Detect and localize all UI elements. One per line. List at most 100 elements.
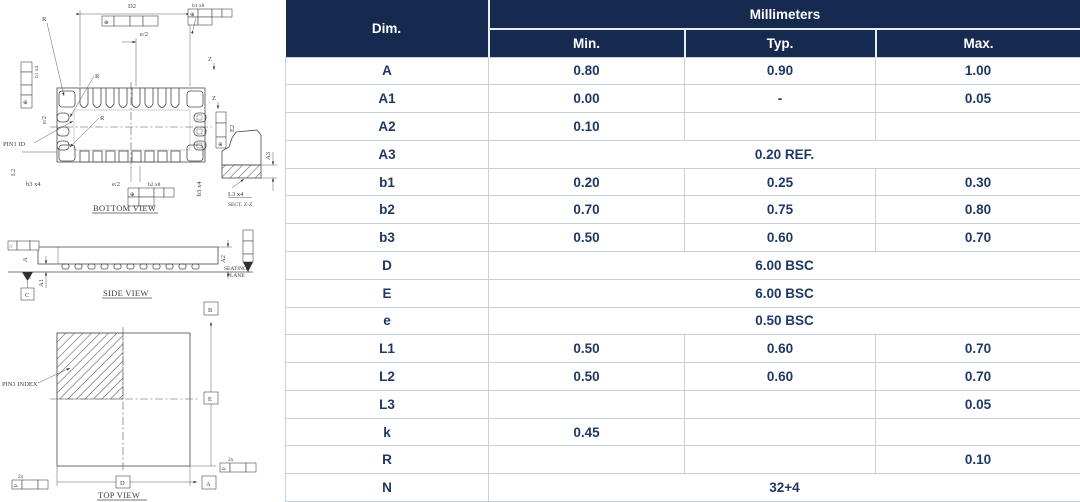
dim-label-e-half-top: e/2: [140, 31, 148, 38]
dim-label-e2: E2: [229, 125, 236, 132]
datum-c-triangle: [22, 272, 33, 281]
dimension-table: Dim. Millimeters Min. Typ. Max. A 0.80 0.9…: [285, 0, 1080, 502]
value-cell: 0.20: [488, 167, 685, 197]
value-cell: 0.00: [488, 84, 685, 114]
header-millimeters: Millimeters: [488, 0, 1080, 30]
section-zz-view: A3 L3 x4 SECT. Z-Z: [221, 129, 277, 208]
table-row: L2 0.50 0.60 0.70: [285, 362, 1080, 391]
parallelism-icon: //: [10, 244, 14, 250]
value-cell: [684, 445, 876, 475]
bottom-view: D2 ⊕ e/2 b1 x8 ⊕: [3, 3, 236, 214]
value-cell: 0.50: [488, 334, 685, 364]
bottom-view-title: BOTTOM VIEW: [93, 203, 156, 213]
pin1-index-label: PIN1 INDEX: [2, 381, 38, 388]
corner-pads: [58, 90, 204, 162]
side-view: A A1 A2 // C: [7, 229, 254, 301]
side-body: [37, 246, 219, 265]
table-row: e 0.50 BSC: [285, 306, 1080, 336]
value-cell: [488, 445, 685, 475]
position-tolerance-icon: ⊕: [130, 192, 135, 198]
count-label-2x-left: 2x: [18, 474, 24, 480]
position-tolerance-icon: ⊕: [190, 12, 195, 18]
inner-boundary: [73, 109, 191, 151]
value-cell-span: 6.00 BSC: [488, 250, 1080, 280]
right-pads: [193, 112, 207, 151]
table-row: b1 0.20 0.25 0.30: [285, 167, 1080, 197]
tolerance-frame-e2: ⊕: [215, 111, 227, 149]
tolerance-frame-topview-left: ⌓: [11, 479, 49, 490]
position-tolerance-icon: ⊕: [218, 142, 223, 148]
value-cell: 0.05: [875, 84, 1080, 114]
value-cell: 0.75: [684, 195, 876, 225]
dim-label-a: A: [22, 257, 29, 262]
profile-tolerance-icon: ⌓: [222, 466, 227, 472]
header-dim: Dim.: [285, 0, 490, 57]
table-row: b3 0.50 0.60 0.70: [285, 223, 1080, 252]
datum-a-label: A: [206, 481, 211, 488]
section-lead-hatch: [221, 164, 262, 179]
value-cell: [684, 112, 876, 141]
value-cell: [875, 112, 1080, 141]
value-cell: 0.10: [488, 112, 685, 141]
datum-a-box: [201, 475, 217, 490]
dim-cell: A2: [285, 112, 489, 141]
value-cell: 0.60: [684, 362, 876, 391]
table-row: b2 0.70 0.75 0.80: [285, 195, 1080, 225]
dim-label-b1x8: b1 x8: [192, 3, 205, 9]
left-pads: [56, 112, 70, 151]
datum-b-label: B: [208, 307, 213, 314]
section-label-z1: Z: [208, 56, 212, 63]
value-cell: 0.80: [875, 195, 1080, 225]
table-row: A1 0.00-0.05: [285, 84, 1080, 114]
count-label-2x-right: 2x: [228, 457, 234, 463]
header-typ: Typ.: [684, 29, 877, 57]
value-cell: 0.80: [488, 56, 685, 86]
table-row: D 6.00 BSC: [285, 250, 1080, 280]
tolerance-frame-b1: ⊕: [187, 8, 233, 26]
value-cell: 0.60: [684, 223, 876, 252]
dim-cell: L1: [285, 334, 489, 364]
dim-label-b3x4-left: b3 x4: [26, 181, 41, 188]
value-cell: [488, 389, 685, 419]
dim-label-r1: R: [42, 16, 47, 23]
tolerance-frame-topview-right: ⌓: [219, 462, 257, 473]
dim-cell: b1: [285, 167, 489, 197]
value-cell: 0.50: [488, 362, 685, 391]
header-min: Min.: [488, 29, 686, 57]
dim-label-b2x8: b2 x8: [148, 182, 161, 188]
value-cell: 0.70: [488, 195, 685, 225]
seating-plane-label-1: SEATING: [224, 266, 247, 272]
profile-tolerance-icon: ⌓: [14, 483, 19, 489]
value-cell: 0.05: [875, 389, 1080, 419]
d-dim-box: [115, 475, 131, 489]
value-cell-span: 0.50 BSC: [488, 306, 1080, 336]
datum-c-label: C: [25, 292, 29, 299]
dim-cell: b2: [285, 195, 489, 225]
value-cell: 0.45: [488, 417, 685, 447]
value-cell: [875, 417, 1080, 447]
value-cell: 0.10: [875, 445, 1080, 475]
dim-cell: k: [285, 417, 489, 447]
pin1-hatch-area: [56, 332, 124, 400]
dim-label-a3: A3: [265, 152, 272, 160]
section-body: [221, 129, 262, 166]
dim-cell: R: [285, 445, 489, 475]
value-cell: [684, 389, 876, 419]
dim-table-body: A 0.80 0.90 1.00 A1 0.00-0.05 A2 0.10 A3 0.20 REF…: [285, 56, 1080, 502]
value-cell: [684, 417, 876, 447]
dim-label-d2: D2: [128, 3, 136, 10]
value-cell-span: 6.00 BSC: [488, 278, 1080, 308]
dim-label-l3x4: L3 x4: [228, 191, 244, 198]
dim-label-d: D: [120, 480, 125, 487]
value-cell: 0.90: [684, 56, 876, 86]
dim-cell: L3: [285, 389, 489, 419]
dim-label-e-half-left: e/2: [41, 116, 48, 124]
top-view-title: TOP VIEW: [98, 490, 140, 500]
value-cell: 0.70: [875, 223, 1080, 252]
tolerance-frame-d2: ⊕: [101, 15, 159, 27]
header-max: Max.: [875, 29, 1080, 57]
dim-label-a2: A2: [220, 255, 227, 263]
tolerance-frame-left: ⊕: [20, 61, 33, 109]
side-view-title: SIDE VIEW: [103, 288, 149, 298]
table-row: R 0.10: [285, 445, 1080, 475]
